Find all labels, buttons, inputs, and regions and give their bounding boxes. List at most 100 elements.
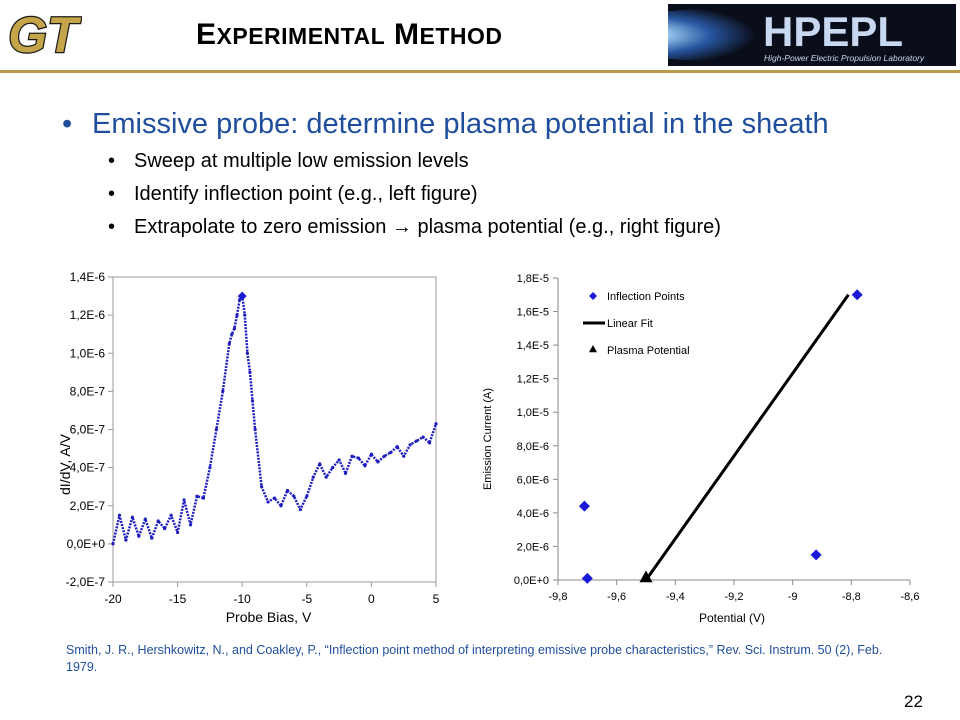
data-point-dIdV <box>331 466 335 470</box>
x-tick-label: -9 <box>788 591 798 603</box>
y-tick-label: 1,2E-5 <box>517 374 549 386</box>
title-divider <box>0 70 960 73</box>
legend-inflection-icon <box>589 292 597 300</box>
x-tick-label: -20 <box>104 592 122 606</box>
bullet-main-text: Emissive probe: determine plasma potenti… <box>92 108 829 140</box>
data-point-dIdV <box>111 542 115 546</box>
gt-logo-text: GT <box>8 7 82 62</box>
data-point-dIdV <box>324 475 328 479</box>
data-point-dIdV <box>389 450 393 454</box>
data-point-dIdV <box>311 475 315 479</box>
data-point-dIdV <box>376 460 380 464</box>
y-tick-label: -2,0E-7 <box>66 575 106 589</box>
x-tick-label: 5 <box>433 592 440 606</box>
data-point-dIdV <box>137 534 141 538</box>
x-tick-label: 0 <box>368 592 375 606</box>
data-point-dIdV <box>117 513 122 517</box>
inflection-point-marker <box>581 572 593 584</box>
x-tick-label: -9,4 <box>666 591 685 603</box>
data-point-dIdV <box>250 399 255 403</box>
data-point-dIdV <box>195 494 199 498</box>
data-point-dIdV <box>124 538 128 542</box>
bullet-sub-1-text: Sweep at multiple low emission levels <box>134 150 469 172</box>
data-point-dIdV <box>150 536 154 540</box>
bullet-sub-3: • Extrapolate to zero emission → plasma p… <box>108 216 721 238</box>
slide-title: EXPERIMENTAL METHOD <box>196 18 503 52</box>
data-point-dIdV <box>266 500 270 504</box>
x-tick-label: -15 <box>169 592 187 606</box>
chart-emission-current: 0,0E+0 2,0E-6 4,0E-6 6,0E-6 8,0E-6 1,0E-5 1,2E… <box>482 273 920 625</box>
y-tick-label: 2,0E-7 <box>70 499 106 513</box>
data-point-dIdV <box>143 517 147 521</box>
legend-linear-fit-label: Linear Fit <box>607 318 653 330</box>
title-cap-2: M <box>394 18 420 51</box>
data-point-dIdV <box>221 389 225 393</box>
series-line-dIdV <box>111 294 438 545</box>
data-point-dIdV <box>169 513 173 517</box>
y-tick-label: 0,0E+0 <box>514 575 549 587</box>
hpepl-logo-text: HPEPL <box>763 8 903 55</box>
legend-plasma-potential-icon <box>589 345 597 353</box>
x-tick-label: -9,8 <box>549 591 568 603</box>
data-point-dIdV <box>408 443 412 447</box>
inflection-point-marker <box>810 549 822 561</box>
data-point-dIdV <box>253 427 257 432</box>
data-point-dIdV <box>421 435 425 439</box>
legend-inflection-label: Inflection Points <box>607 291 685 303</box>
data-point-dIdV <box>369 452 373 456</box>
gt-logo: GT <box>7 6 82 62</box>
plot-area-frame <box>112 276 437 583</box>
data-point-dIdV <box>235 313 239 317</box>
bullet-sub-2-text: Identify inflection point (e.g., left fi… <box>134 183 478 205</box>
plasma-potential-marker <box>639 570 653 583</box>
data-point-dIdV <box>434 422 438 426</box>
y-tick-label: 1,2E-6 <box>70 308 106 322</box>
data-point-dIdV <box>245 351 249 355</box>
data-point-dIdV <box>232 326 237 331</box>
y-tick-label: 0,0E+0 <box>67 537 106 551</box>
data-point-dIdV <box>248 370 252 374</box>
data-point-dIdV <box>292 494 296 498</box>
title-cap-1: E <box>196 18 217 51</box>
data-point-dIdV <box>305 494 309 498</box>
data-point-dIdV <box>227 342 231 346</box>
data-point-dIdV <box>182 498 186 502</box>
title-rest-2: ETHOD <box>419 23 503 49</box>
data-point-dIdV <box>272 496 277 500</box>
y-axis-label: dI/dV, A/V <box>57 433 73 495</box>
data-point-dIdV <box>243 313 247 317</box>
y-tick-label: 1,6E-5 <box>517 307 549 319</box>
x-tick-label: -8,6 <box>901 591 920 603</box>
data-point-dIdV <box>238 298 242 302</box>
hpepl-logo: HPEPL High-Power Electric Propulsion Lab… <box>668 4 956 66</box>
y-tick-label: 6,0E-6 <box>517 474 549 486</box>
arrow-right-icon: → <box>391 216 412 238</box>
bullet-sub-3-text-a: Extrapolate to zero emission <box>134 216 387 238</box>
legend-plasma-potential-label: Plasma Potential <box>607 345 690 357</box>
y-axis-label: Emission Current (A) <box>482 388 494 490</box>
data-point-dIdV <box>343 471 348 475</box>
data-point-dIdV <box>363 464 367 468</box>
bullet-sub-1: • Sweep at multiple low emission levels <box>108 150 469 172</box>
data-point-dIdV <box>130 515 134 519</box>
x-tick-label: -9,6 <box>607 591 626 603</box>
data-point-dIdV <box>350 454 354 458</box>
data-point-dIdV <box>395 445 399 449</box>
data-point-dIdV <box>285 488 290 493</box>
data-point-dIdV <box>214 427 218 432</box>
data-point-dIdV <box>402 454 406 458</box>
y-tick-label: 1,4E-6 <box>70 270 106 284</box>
y-tick-label: 1,0E-6 <box>70 346 106 360</box>
y-tick-label: 4,0E-6 <box>517 508 549 520</box>
x-tick-label: -10 <box>234 592 252 606</box>
x-axis-label: Potential (V) <box>699 611 765 625</box>
chart-dIdV: -2,0E-7 0,0E+0 2,0E-7 4,0E-7 6,0E-7 8,0E-7 1,0… <box>57 270 440 625</box>
data-point-dIdV <box>427 441 432 445</box>
inflection-point-marker <box>851 289 863 301</box>
x-tick-label: -9,2 <box>725 591 744 603</box>
inflection-point-marker <box>237 291 247 301</box>
data-point-dIdV <box>259 485 264 489</box>
y-tick-label: 8,0E-6 <box>517 441 549 453</box>
bullet-sub-2: • Identify inflection point (e.g., left f… <box>108 183 478 205</box>
data-point-dIdV <box>230 332 234 336</box>
